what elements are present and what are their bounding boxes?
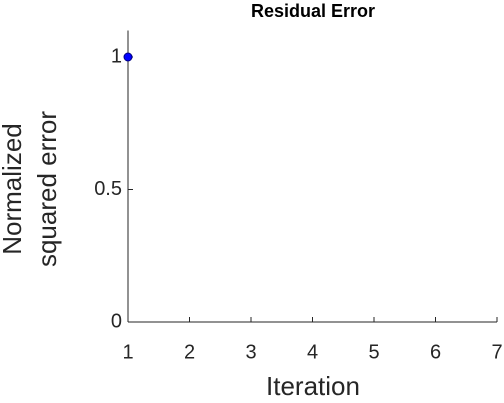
x-tick-label: 7 (491, 341, 502, 363)
x-tick-label: 2 (184, 341, 195, 363)
y-axis-label-line: Normalized (0, 123, 27, 255)
x-axis-label: Iteration (266, 371, 360, 401)
x-tick-label: 3 (245, 341, 256, 363)
y-tick-label: 0 (111, 310, 122, 332)
y-axis-label: Normalized squared error (0, 111, 62, 267)
x-tick-label: 1 (122, 341, 133, 363)
chart-title: Residual Error (251, 1, 375, 21)
y-tick-label: 1 (111, 45, 122, 67)
x-tick-label: 5 (368, 341, 379, 363)
x-tick-label: 6 (430, 341, 441, 363)
y-tick-label: 0.5 (94, 178, 122, 200)
y-axis-label-line: squared error (32, 111, 62, 267)
marker (123, 52, 133, 62)
x-tick-label: 4 (307, 341, 318, 363)
